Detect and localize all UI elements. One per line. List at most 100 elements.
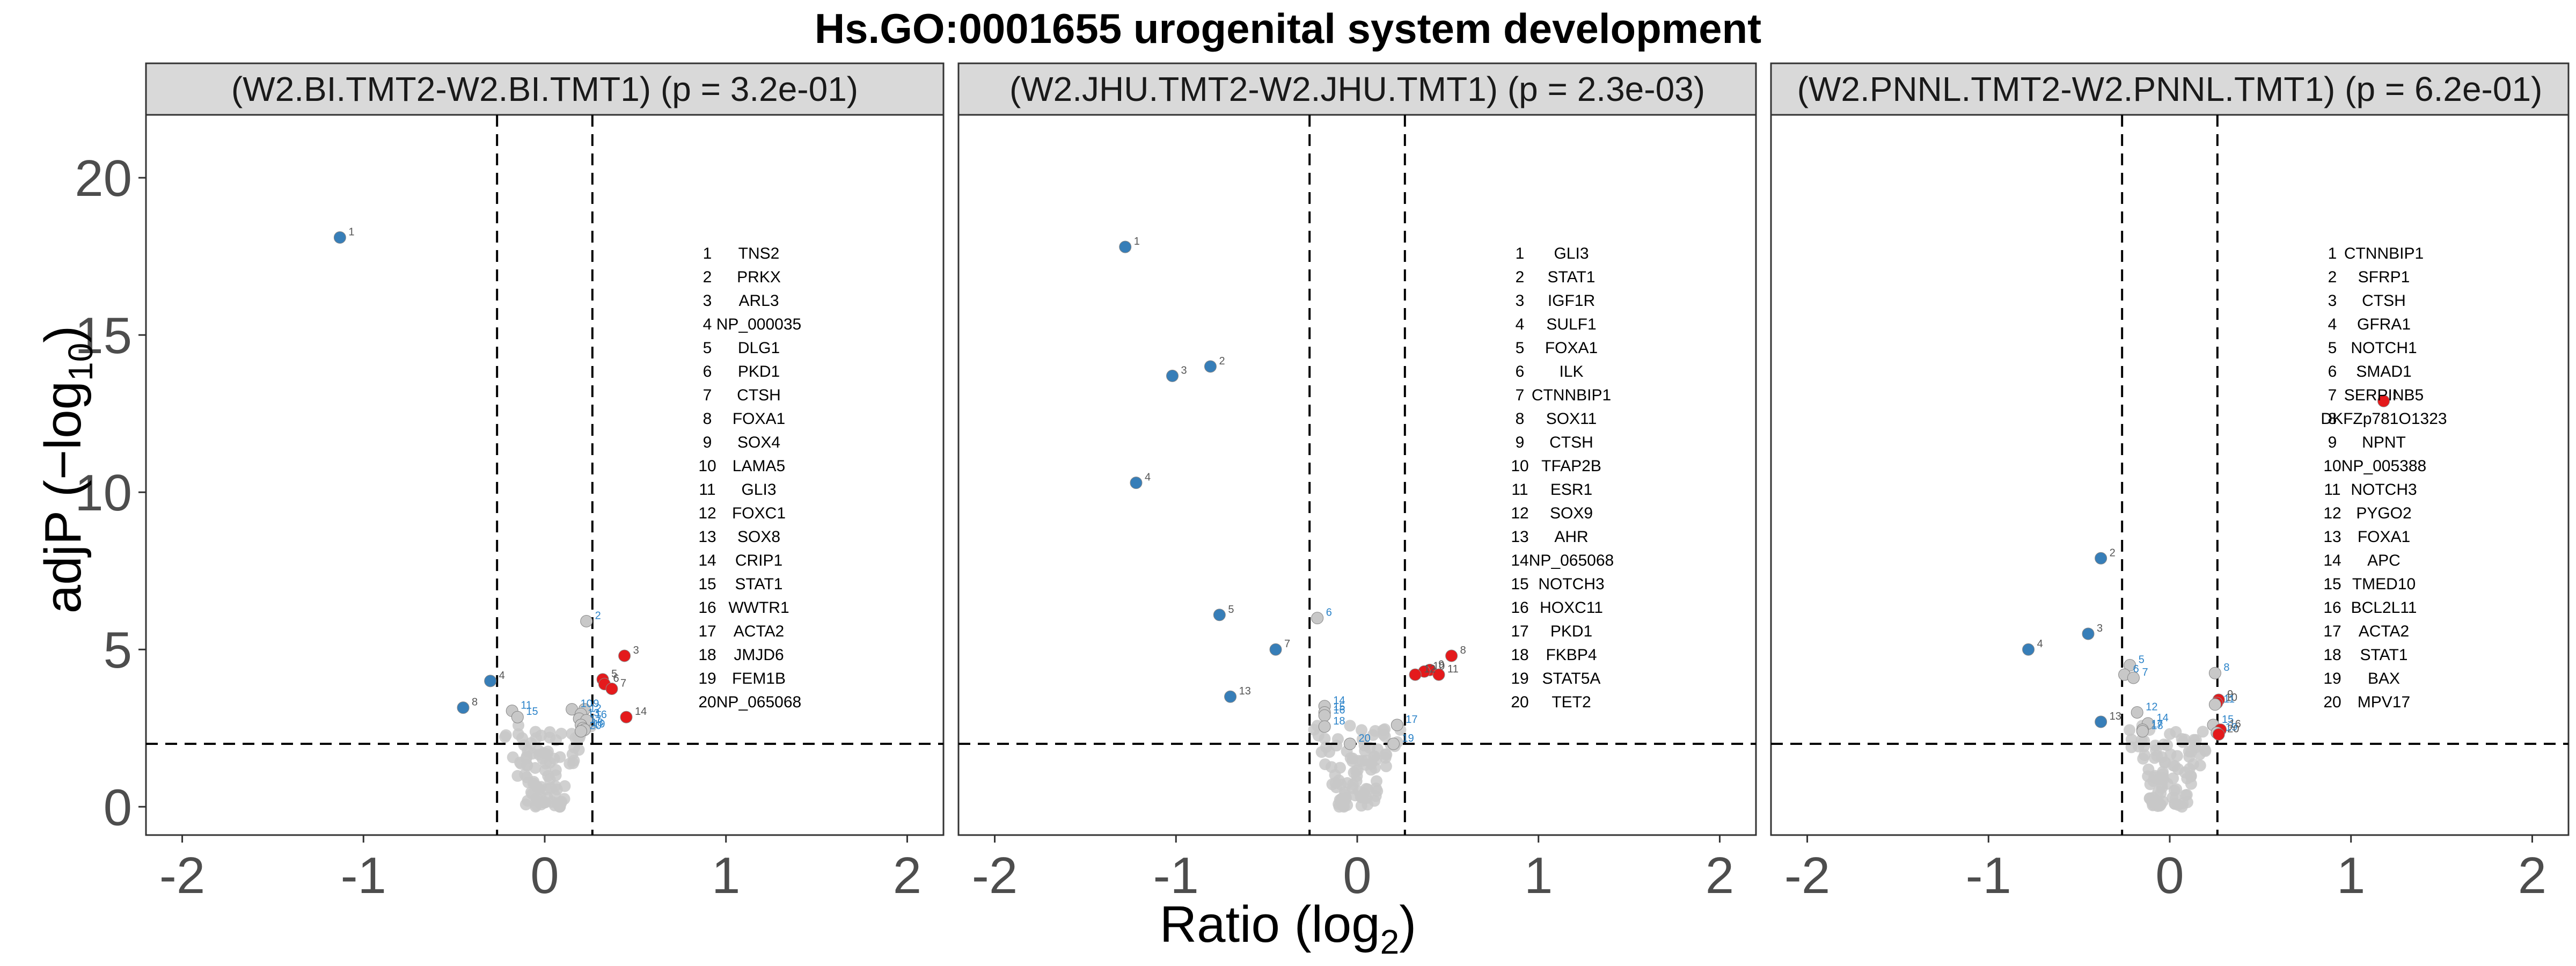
- point-label: 20: [1358, 733, 1370, 744]
- background-point: [1326, 778, 1338, 791]
- legend-gene: WWTR1: [728, 599, 789, 617]
- data-point-4: [2022, 643, 2035, 656]
- background-point: [1369, 725, 1381, 737]
- point-label: 6: [1326, 607, 1332, 619]
- background-point: [1355, 791, 1367, 803]
- legend-gene: SOX9: [1550, 504, 1593, 522]
- legend-gene: LAMA5: [733, 457, 785, 475]
- data-point-7: [2127, 671, 2140, 684]
- legend-index: 15: [698, 575, 716, 593]
- legend-gene: DKFZp781O1323: [2321, 410, 2447, 428]
- data-point-18: [1318, 720, 1331, 733]
- background-point: [1371, 785, 1384, 797]
- point-label: 4: [499, 670, 505, 682]
- legend-gene: NP_065068: [1529, 552, 1614, 569]
- point-label: 6: [2133, 663, 2139, 675]
- point-label: 17: [590, 714, 602, 726]
- legend-gene: GFRA1: [2357, 316, 2411, 333]
- point-label: 15: [1333, 701, 1345, 713]
- background-point: [2137, 752, 2149, 765]
- point-label: 16: [2229, 719, 2241, 730]
- y-tick-label: 15: [75, 307, 132, 364]
- legend-gene: APC: [2367, 552, 2401, 569]
- point-label: 19: [2226, 722, 2237, 734]
- background-points: [1308, 720, 1407, 813]
- point-label: 11: [1447, 663, 1459, 675]
- legend-index: 9: [703, 434, 712, 451]
- legend-index: 11: [699, 481, 715, 499]
- legend-index: 11: [1511, 481, 1528, 499]
- legend-index: 11: [2324, 481, 2340, 499]
- x-tick-label: 0: [530, 847, 559, 904]
- legend-index: 8: [703, 410, 712, 428]
- legend-index: 14: [2323, 552, 2341, 569]
- data-point-15: [511, 711, 524, 723]
- legend-index: 15: [1511, 575, 1528, 593]
- point-label: 1: [348, 226, 354, 238]
- background-point: [2152, 796, 2164, 809]
- point-label: 1: [1134, 236, 1140, 247]
- background-point: [2169, 760, 2181, 772]
- legend-index: 9: [1516, 434, 1525, 451]
- point-label: 14: [2156, 712, 2168, 724]
- background-point: [1330, 740, 1343, 752]
- point-label: 4: [1145, 472, 1151, 484]
- legend-index: 2: [703, 268, 712, 286]
- data-point-20: [575, 725, 588, 738]
- legend-gene: ARL3: [738, 292, 779, 310]
- background-point: [1379, 730, 1391, 742]
- background-point: [545, 782, 557, 794]
- data-point-7: [1269, 643, 1282, 656]
- legend-gene: JMJD6: [734, 646, 784, 664]
- legend-index: 10: [2323, 457, 2341, 475]
- x-axis-label-close: ): [1399, 896, 1416, 953]
- legend-gene: TMED10: [2352, 575, 2416, 593]
- legend-gene: FOXA1: [733, 410, 785, 428]
- legend-index: 14: [1511, 552, 1528, 569]
- legend-index: 3: [703, 292, 712, 310]
- background-point: [573, 744, 585, 756]
- point-label: 11: [2223, 693, 2235, 705]
- legend-index: 16: [698, 599, 716, 617]
- legend-index: 19: [698, 670, 716, 687]
- panel-plot-area: [957, 114, 1757, 836]
- background-point: [530, 732, 542, 744]
- point-label: 18: [591, 717, 603, 729]
- background-point: [512, 728, 524, 740]
- x-axis: -2 -1 0 1 2 -2 -1 0 1 2 -2 -1 0 1 2: [159, 835, 2546, 904]
- data-point-11: [2208, 698, 2221, 711]
- point-label: 2: [1219, 355, 1225, 367]
- legend-index: 10: [1511, 457, 1528, 475]
- background-point: [2161, 739, 2174, 751]
- legend-index: 20: [2323, 693, 2341, 711]
- x-axis-label-sub: 2: [1380, 923, 1400, 961]
- y-axis-label-main: adjP (−log: [34, 381, 92, 613]
- point-label: 9: [1438, 658, 1444, 670]
- legend-gene: CTNNBIP1: [1532, 386, 1611, 404]
- legend-gene: SOX8: [737, 528, 780, 546]
- legend-index: 4: [1516, 316, 1525, 333]
- point-label: 12: [2146, 701, 2157, 713]
- point-label: 12: [590, 702, 602, 714]
- legend-index: 1: [703, 245, 712, 262]
- point-label: 8: [2223, 662, 2229, 674]
- x-tick-label: -1: [1966, 847, 2011, 904]
- legend-gene: TNS2: [738, 245, 780, 262]
- legend-index: 7: [2328, 386, 2337, 404]
- background-point: [2124, 724, 2136, 736]
- legend-gene: TET2: [1552, 693, 1591, 711]
- legend-gene: CRIP1: [735, 552, 782, 569]
- data-point-14: [620, 711, 633, 723]
- data-point-3: [618, 649, 631, 662]
- legend-index: 4: [2328, 316, 2337, 333]
- point-label: 10: [1433, 660, 1445, 672]
- background-point: [2142, 763, 2155, 775]
- x-tick-label: -1: [1153, 847, 1199, 904]
- data-point-18: [2136, 725, 2149, 738]
- x-tick-label: 1: [2337, 847, 2365, 904]
- point-label: 7: [620, 677, 626, 689]
- x-tick-label: 2: [1706, 847, 1734, 904]
- legend-index: 17: [698, 623, 716, 640]
